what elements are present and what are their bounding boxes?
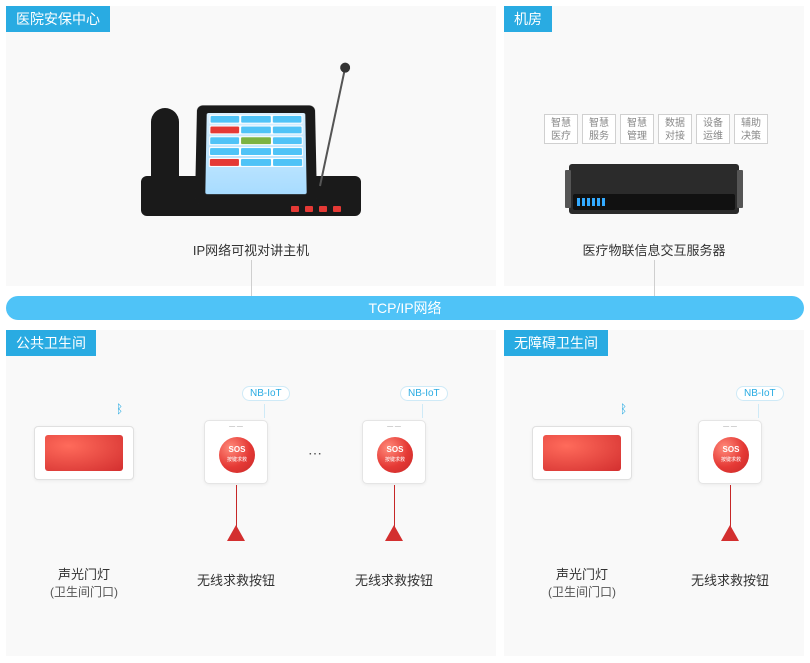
panel-machine-room: 机房 智慧医疗 智慧服务 智慧管理 数据对接 设备运维 辅助决策 医疗物联信息交… xyxy=(504,6,804,286)
doorlight-caption: 声光门灯 (卫生间门口) xyxy=(6,564,162,600)
panel-security-center: 医院安保中心 IP网络可视对讲主机 xyxy=(6,6,496,286)
tag: 辅助决策 xyxy=(734,114,768,144)
sos-caption: 无线求救按钮 xyxy=(668,570,792,589)
nbiot-badge: NB-IoT xyxy=(400,386,448,401)
tag: 数据对接 xyxy=(658,114,692,144)
nbiot-badge: NB-IoT xyxy=(736,386,784,401)
panel-accessible-restroom: 无障碍卫生间 ᛒ 声光门灯 (卫生间门口) NB-IoT — — SOS按键求救… xyxy=(504,330,804,656)
connector-line xyxy=(654,260,655,296)
intercom-device xyxy=(141,66,361,216)
server-tags: 智慧医疗 智慧服务 智慧管理 数据对接 设备运维 辅助决策 xyxy=(544,114,768,144)
section-title: 医院安保中心 xyxy=(6,6,110,32)
server-caption: 医疗物联信息交互服务器 xyxy=(504,240,804,259)
nbiot-line xyxy=(758,404,759,418)
sos-caption: 无线求救按钮 xyxy=(174,570,298,589)
ellipsis: ⋯ xyxy=(308,445,325,462)
section-title: 公共卫生间 xyxy=(6,330,96,356)
tag: 智慧服务 xyxy=(582,114,616,144)
intercom-caption: IP网络可视对讲主机 xyxy=(6,240,496,259)
section-title: 机房 xyxy=(504,6,552,32)
sos-button-device: — — SOS按键求救 xyxy=(204,420,268,484)
sos-button-device: — — SOS按键求救 xyxy=(698,420,762,484)
sos-caption: 无线求救按钮 xyxy=(332,570,456,589)
server-device xyxy=(569,164,739,214)
doorlight-caption: 声光门灯 (卫生间门口) xyxy=(504,564,660,600)
nbiot-line xyxy=(264,404,265,418)
panel-public-restroom: 公共卫生间 ᛒ 声光门灯 (卫生间门口) NB-IoT — — SOS按键求救 … xyxy=(6,330,496,656)
bluetooth-icon: ᛒ xyxy=(620,402,627,416)
section-title: 无障碍卫生间 xyxy=(504,330,608,356)
door-light xyxy=(532,426,632,480)
tag: 设备运维 xyxy=(696,114,730,144)
bluetooth-icon: ᛒ xyxy=(116,402,123,416)
nbiot-badge: NB-IoT xyxy=(242,386,290,401)
nbiot-line xyxy=(422,404,423,418)
door-light xyxy=(34,426,134,480)
tag: 智慧管理 xyxy=(620,114,654,144)
tag: 智慧医疗 xyxy=(544,114,578,144)
network-bar: TCP/IP网络 xyxy=(6,296,804,320)
connector-line xyxy=(251,260,252,296)
network-label: TCP/IP网络 xyxy=(368,300,441,316)
sos-button-device: — — SOS按键求救 xyxy=(362,420,426,484)
